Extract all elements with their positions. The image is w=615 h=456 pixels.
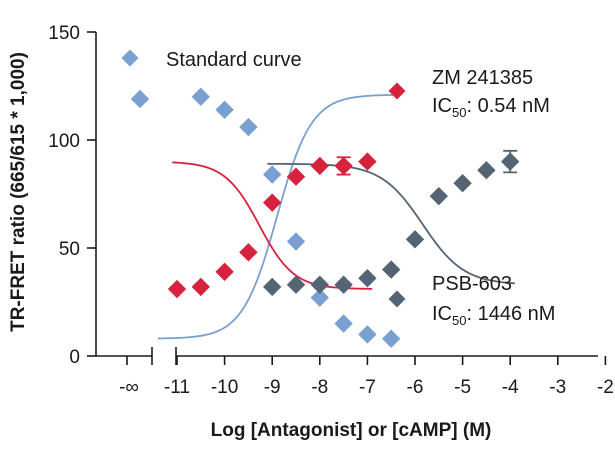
point-zm-241385-4 [263, 193, 282, 212]
x-tick-label-4: -7 [359, 377, 376, 398]
point-standard-curve-2 [239, 117, 258, 137]
legend-marker-zm-241385 [388, 82, 406, 100]
point-psb-603-3 [334, 275, 353, 294]
point-standard-curve-3 [263, 165, 282, 184]
point-zm-241385-3 [239, 243, 258, 262]
y-tick-label-150: 150 [48, 23, 80, 44]
legend-marker-psb-603 [388, 290, 406, 308]
point-standard-curve-7 [358, 325, 377, 344]
x-tick-label-3: -8 [311, 377, 328, 398]
y-tick-label-0: 0 [69, 347, 80, 368]
x-tick-label-2: -9 [264, 377, 281, 398]
point-standard-curve-zero [130, 89, 150, 109]
point-zm-241385-0 [167, 279, 187, 299]
fit-curve-0 [157, 93, 396, 340]
axes: -∞ [95, 32, 598, 398]
x-tick-label-9: -2 [597, 377, 614, 398]
point-standard-curve-1 [215, 100, 234, 119]
point-standard-curve-8 [382, 329, 401, 348]
legend-item-standard-curve: Standard curve [121, 49, 302, 71]
y-axis-title: TR-FRET ratio (665/615 * 1,000) [8, 52, 29, 332]
legend-ic50-zm-241385: IC50: 0.54 nM [432, 95, 550, 120]
y-tick-label-100: 100 [48, 131, 80, 152]
x-tick-label-6: -5 [454, 377, 471, 398]
x-tick-label-1: -10 [211, 377, 238, 398]
point-psb-603-8 [453, 174, 472, 193]
y-tick-label-50: 50 [59, 239, 80, 260]
legend-label-zm-241385: ZM 241385 [432, 67, 533, 89]
x-ticks: -11 -10 -9 -8 -7 -6 -5 -4 -3 -2 [164, 356, 614, 398]
legend-label-psb-603: PSB-603 [432, 273, 512, 295]
fit-curve-2 [267, 162, 516, 285]
x-tick-label-8: -3 [549, 377, 566, 398]
point-psb-603-2 [310, 275, 329, 294]
point-psb-603-5 [382, 260, 401, 279]
point-psb-603-10 [501, 152, 520, 171]
x-tick-label-zero: -∞ [119, 377, 139, 398]
legend-ic50-psb-603: IC50: 1446 nM [432, 303, 555, 328]
point-psb-603-6 [405, 230, 425, 249]
point-zm-241385-5 [286, 167, 306, 186]
x-axis-title: Log [Antagonist] or [cAMP] (M) [211, 420, 492, 441]
point-psb-603-1 [286, 275, 306, 294]
point-zm-241385-2 [215, 262, 234, 281]
point-psb-603-4 [358, 269, 377, 288]
x-tick-label-0: -11 [164, 377, 190, 398]
fit-curves [157, 93, 516, 340]
y-ticks: 0 50 100 150 [48, 23, 96, 368]
legend-item-psb-603: PSB-603 IC50: 1446 nM [388, 273, 555, 328]
point-zm-241385-7 [334, 156, 353, 176]
legend-marker-standard-curve [121, 49, 139, 67]
data-points [130, 87, 520, 348]
point-psb-603-0 [263, 277, 282, 297]
point-standard-curve-0 [191, 87, 210, 106]
point-zm-241385-6 [310, 156, 329, 176]
point-standard-curve-4 [286, 232, 306, 251]
point-zm-241385-1 [191, 277, 210, 297]
point-standard-curve-5 [310, 288, 329, 307]
point-psb-603-7 [429, 186, 448, 206]
point-standard-curve-6 [334, 314, 353, 333]
x-tick-label-7: -4 [502, 377, 519, 398]
point-psb-603-9 [477, 161, 496, 180]
point-zm-241385-8 [358, 152, 377, 171]
x-tick-label-5: -6 [407, 377, 424, 398]
legend-label-standard-curve: Standard curve [166, 49, 302, 71]
legend-item-zm-241385: ZM 241385 IC50: 0.54 nM [388, 67, 550, 120]
